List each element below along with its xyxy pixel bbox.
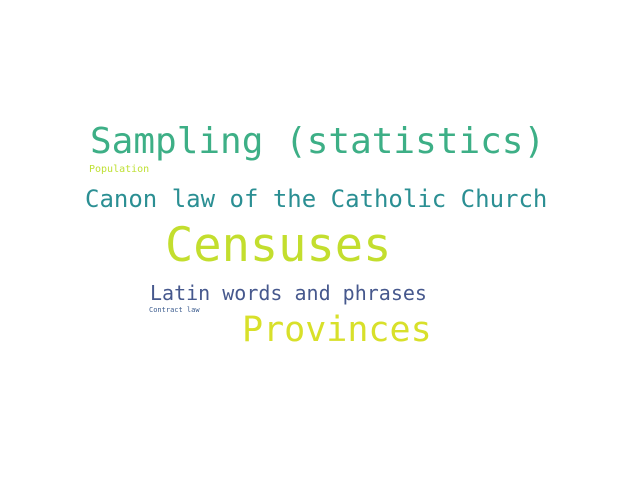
word-contract-law: Contract law: [149, 306, 200, 314]
word-sampling-statistics: Sampling (statistics): [90, 121, 546, 162]
word-canon-law: Canon law of the Catholic Church: [85, 185, 548, 213]
word-censuses: Censuses: [165, 218, 392, 273]
word-population: Population: [89, 164, 150, 175]
word-provinces: Provinces: [242, 310, 432, 350]
word-latin-phrases: Latin words and phrases: [150, 281, 427, 305]
